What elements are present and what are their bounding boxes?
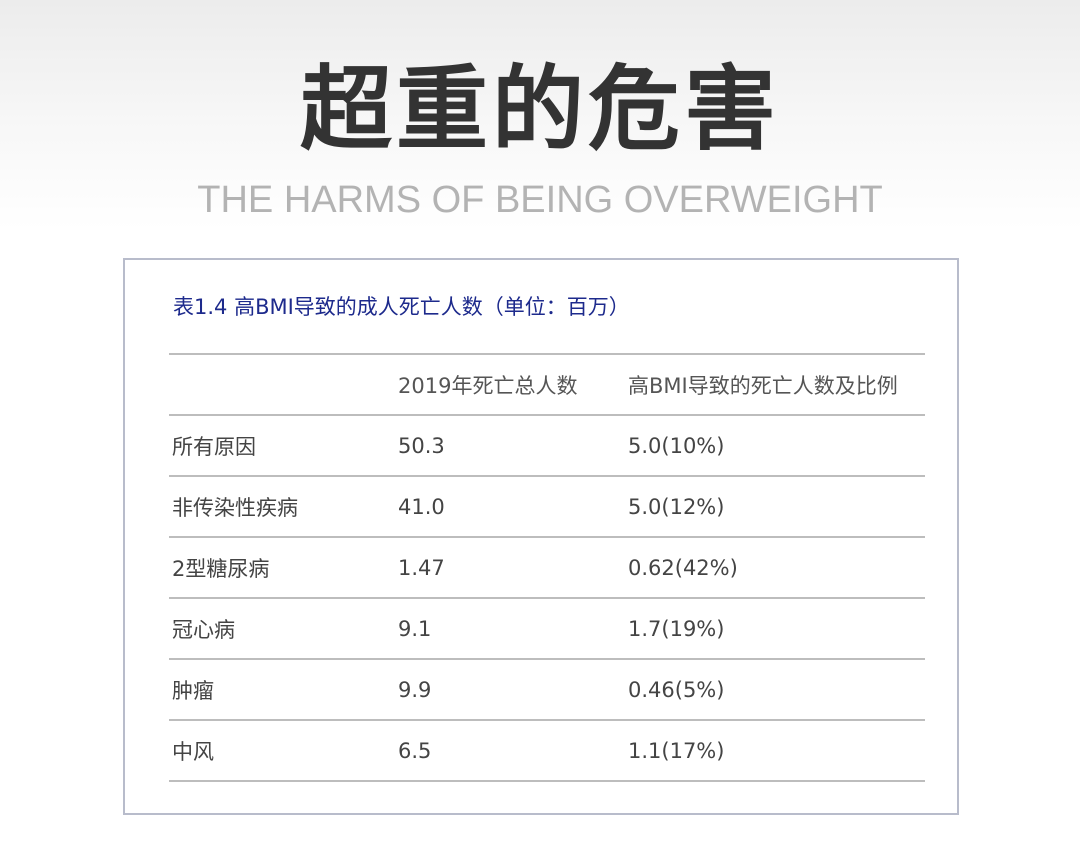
table-card: 表1.4 高BMI导致的成人死亡人数（单位：百万） 2019年死亡总人数 高BM… (123, 258, 959, 815)
total-deaths-cell: 9.1 (398, 597, 628, 659)
column-header (169, 353, 398, 416)
row-label: 非传染性疾病 (169, 475, 398, 537)
total-deaths-cell: 9.9 (398, 658, 628, 720)
total-deaths-cell: 1.47 (398, 536, 628, 598)
data-table: 2019年死亡总人数 高BMI导致的死亡人数及比例 所有原因 50.3 5.0(10… (169, 353, 925, 782)
table-row: 2型糖尿病 1.47 0.62(42%) (169, 536, 925, 598)
bmi-deaths-cell: 5.0(12%) (628, 475, 925, 537)
row-label: 冠心病 (169, 597, 398, 659)
bmi-deaths-cell: 1.1(17%) (628, 719, 925, 782)
bmi-deaths-cell: 0.62(42%) (628, 536, 925, 598)
table-row: 所有原因 50.3 5.0(10%) (169, 414, 925, 476)
row-label: 所有原因 (169, 414, 398, 476)
total-deaths-cell: 6.5 (398, 719, 628, 782)
bmi-deaths-cell: 0.46(5%) (628, 658, 925, 720)
table-row: 非传染性疾病 41.0 5.0(12%) (169, 475, 925, 537)
page-title: 超重的危害 (299, 56, 780, 163)
column-header: 高BMI导致的死亡人数及比例 (628, 353, 925, 416)
column-header: 2019年死亡总人数 (398, 353, 628, 416)
table-header-row: 2019年死亡总人数 高BMI导致的死亡人数及比例 (169, 353, 925, 416)
table-row: 中风 6.5 1.1(17%) (169, 719, 925, 782)
table-row: 肿瘤 9.9 0.46(5%) (169, 658, 925, 720)
bmi-deaths-cell: 5.0(10%) (628, 414, 925, 476)
table-caption: 表1.4 高BMI导致的成人死亡人数（单位：百万） (173, 295, 630, 319)
total-deaths-cell: 41.0 (398, 475, 628, 537)
bmi-deaths-cell: 1.7(19%) (628, 597, 925, 659)
table-row: 冠心病 9.1 1.7(19%) (169, 597, 925, 659)
row-label: 中风 (169, 719, 398, 782)
page-subtitle: THE HARMS OF BEING OVERWEIGHT (197, 179, 883, 221)
row-label: 肿瘤 (169, 658, 398, 720)
total-deaths-cell: 50.3 (398, 414, 628, 476)
row-label: 2型糖尿病 (169, 536, 398, 598)
